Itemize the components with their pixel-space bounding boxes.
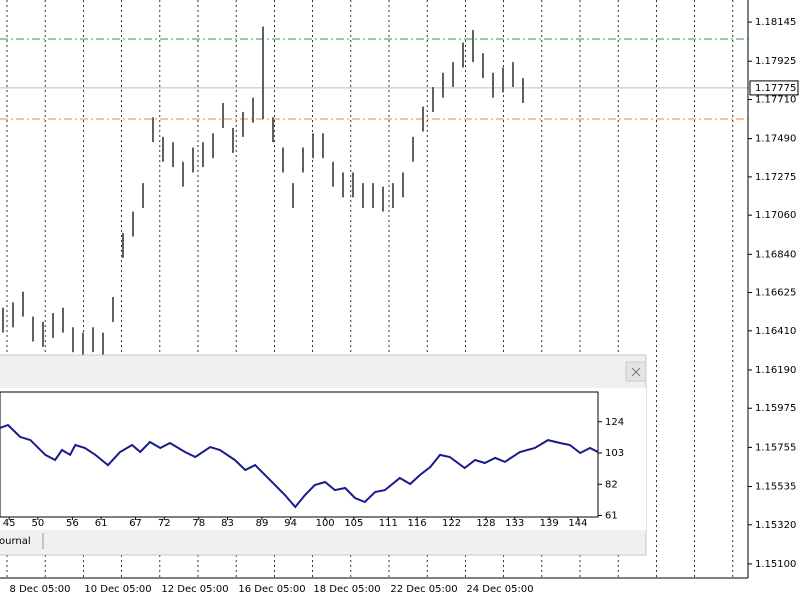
y-tick-label: 1.15755 — [755, 442, 796, 453]
x-tick-label: 133 — [505, 518, 524, 529]
x-tick-label: 116 — [408, 518, 427, 529]
y-tick-label: 103 — [605, 448, 624, 459]
x-tick-label: 61 — [95, 518, 108, 529]
date-label: 18 Dec 05:00 — [313, 584, 380, 595]
close-icon — [631, 367, 641, 377]
date-label: 8 Dec 05:00 — [10, 584, 71, 595]
current-price-box — [749, 80, 799, 96]
x-tick-label: 128 — [476, 518, 495, 529]
x-tick-label: 67 — [129, 518, 142, 529]
y-tick-label: 1.17490 — [755, 134, 796, 145]
date-label: 24 Dec 05:00 — [466, 584, 533, 595]
y-tick-label: 1.16625 — [755, 288, 796, 299]
y-tick-label: 1.17925 — [755, 56, 796, 67]
y-tick-label: 124 — [605, 417, 624, 428]
x-tick-label: 94 — [284, 518, 297, 529]
current-price-label: 1.17775 — [755, 83, 796, 94]
y-tick-label: 1.17710 — [755, 94, 796, 105]
y-tick-label: 1.15975 — [755, 403, 796, 414]
y-tick-label: 1.16840 — [755, 249, 796, 260]
y-tick-label: 1.17060 — [755, 210, 796, 221]
y-tick-label: 1.16410 — [755, 326, 796, 337]
indicator-plot — [0, 391, 599, 518]
x-tick-label: 139 — [540, 518, 559, 529]
x-tick-label: 100 — [316, 518, 335, 529]
x-tick-label: 122 — [442, 518, 461, 529]
x-tick-label: 144 — [568, 518, 587, 529]
date-label: 10 Dec 05:00 — [84, 584, 151, 595]
x-tick-label: 105 — [344, 518, 363, 529]
y-tick-label: 1.16190 — [755, 365, 796, 376]
y-tick-label: 1.17275 — [755, 172, 796, 183]
y-tick-label: 82 — [605, 479, 618, 490]
x-tick-label: 56 — [66, 518, 79, 529]
x-tick-label: 78 — [192, 518, 205, 529]
x-tick-label: 45 — [3, 518, 16, 529]
y-tick-label: 1.15320 — [755, 520, 796, 531]
indicator-window: ournal 124 103 82 61 45 50 56 61 67 72 78 83 89 94 100… — [0, 354, 647, 556]
indicator-line — [0, 423, 598, 509]
y-tick-label: 61 — [605, 511, 618, 522]
y-tick-label: 1.15535 — [755, 482, 796, 493]
y-tick-label: 1.18145 — [755, 17, 796, 28]
tab-label[interactable]: ournal — [0, 536, 31, 547]
date-label: 12 Dec 05:00 — [161, 584, 228, 595]
x-tick-label: 72 — [158, 518, 171, 529]
x-tick-label: 89 — [256, 518, 269, 529]
date-label: 16 Dec 05:00 — [238, 584, 305, 595]
date-label: 22 Dec 05:00 — [390, 584, 457, 595]
x-tick-label: 83 — [221, 518, 234, 529]
y-tick-label: 1.15100 — [755, 559, 796, 570]
x-tick-label: 50 — [32, 518, 45, 529]
x-tick-label: 111 — [379, 518, 398, 529]
